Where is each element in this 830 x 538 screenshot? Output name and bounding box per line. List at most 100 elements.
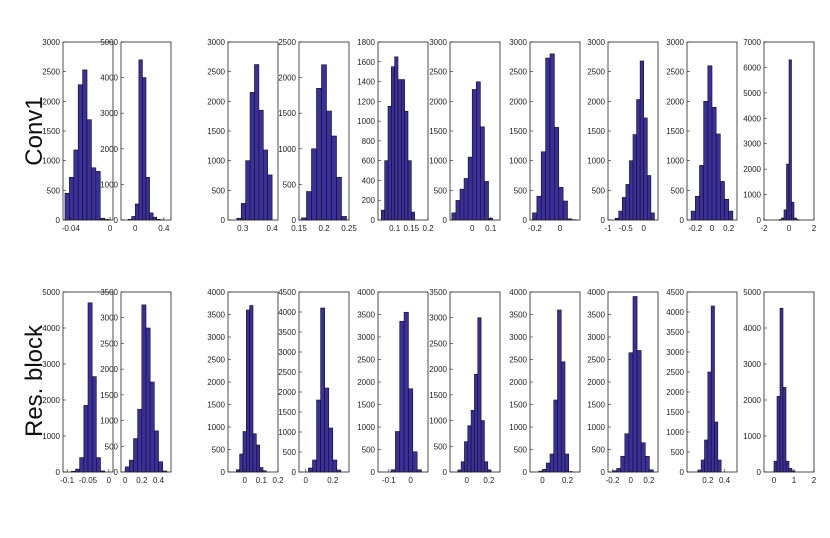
x-tick-label: -2 [760, 224, 768, 233]
y-tick-label: 1400 [357, 78, 375, 87]
bar [468, 426, 471, 472]
y-tick-label: 500 [105, 442, 119, 451]
x-tick-label: -0.05 [79, 476, 98, 485]
bar [256, 445, 259, 472]
bar [456, 200, 460, 220]
bar [651, 213, 655, 220]
x-tick-label: 0 [710, 224, 715, 233]
y-tick-label: 0 [114, 216, 119, 225]
x-tick-label: -1 [604, 224, 612, 233]
x-tick-label: 0 [408, 476, 413, 485]
y-tick-label: 1500 [207, 127, 225, 136]
bar [96, 458, 100, 472]
bar [142, 305, 146, 472]
y-tick-label: 2500 [100, 339, 118, 348]
bar [619, 211, 623, 220]
bar [704, 101, 708, 220]
y-tick-label: 2500 [429, 68, 447, 77]
bar [385, 161, 388, 220]
y-tick-label: 3000 [207, 333, 225, 342]
bar [317, 400, 321, 472]
x-tick-label: -0.5 [619, 224, 633, 233]
y-tick-label: 3500 [100, 288, 118, 297]
bar [716, 134, 720, 220]
x-tick-label: -0.04 [62, 224, 81, 233]
y-tick-label: 1000 [587, 423, 605, 432]
x-tick-label: 0.2 [136, 476, 148, 485]
y-tick-label: 1500 [666, 408, 684, 417]
bar [327, 111, 332, 220]
bar [484, 462, 487, 472]
y-tick-label: 0 [523, 468, 528, 477]
bar [464, 178, 468, 220]
bar [312, 149, 317, 220]
x-tick-label: 0.2 [562, 476, 574, 485]
bar [96, 171, 100, 220]
bar [135, 204, 139, 220]
y-tick-label: 500 [47, 186, 61, 195]
y-tick-label: 1500 [100, 391, 118, 400]
y-tick-label: 800 [362, 137, 376, 146]
y-tick-label: 3000 [429, 314, 447, 323]
y-tick-label: 3000 [207, 38, 225, 47]
x-tick-label: 0.4 [153, 476, 165, 485]
y-tick-label: 3000 [666, 38, 684, 47]
y-tick-label: 500 [592, 186, 606, 195]
y-tick-label: 1200 [357, 97, 375, 106]
bar [625, 434, 629, 472]
bar [321, 308, 325, 472]
bar [774, 461, 777, 472]
y-tick-label: 5000 [42, 288, 60, 297]
y-tick-label: 1000 [42, 432, 60, 441]
y-tick-label: 0 [443, 216, 448, 225]
bar [464, 442, 467, 472]
y-tick-label: 1000 [100, 180, 118, 189]
y-tick-label: 500 [362, 446, 376, 455]
y-tick-label: 1000 [278, 428, 296, 437]
x-tick-label: 0 [470, 224, 475, 233]
bar [381, 210, 384, 220]
y-tick-label: 1000 [357, 423, 375, 432]
bar [88, 303, 92, 472]
bar [729, 211, 733, 220]
bar [691, 211, 695, 220]
y-tick-label: 500 [434, 186, 448, 195]
y-tick-label: 3000 [587, 333, 605, 342]
bar [241, 203, 245, 220]
y-tick-label: 3500 [587, 311, 605, 320]
bar [408, 389, 412, 472]
y-tick-label: 2000 [278, 74, 296, 83]
x-tick-label: 0.25 [341, 224, 357, 233]
bar [159, 462, 163, 472]
x-tick-label: 0 [242, 476, 247, 485]
y-tick-label: 500 [514, 186, 528, 195]
y-tick-label: 4000 [509, 288, 527, 297]
y-tick-label: 1500 [429, 391, 447, 400]
bar [786, 461, 789, 472]
bar [725, 199, 729, 220]
bar [474, 374, 477, 472]
y-tick-label: 600 [362, 157, 376, 166]
bar [142, 78, 146, 220]
y-tick-label: 3500 [278, 328, 296, 337]
bar [640, 61, 644, 220]
y-tick-label: 1500 [207, 401, 225, 410]
y-tick-label: 0 [680, 216, 685, 225]
bar [637, 100, 641, 220]
y-tick-label: 2000 [429, 97, 447, 106]
x-tick-label: 0.1 [485, 224, 497, 233]
y-tick-label: 4000 [278, 308, 296, 317]
y-tick-label: 5000 [100, 38, 118, 47]
bar [408, 161, 411, 220]
y-tick-label: 500 [283, 180, 297, 189]
bar [65, 193, 69, 220]
bar [405, 111, 408, 220]
bar [621, 456, 625, 472]
y-tick-label: 3000 [42, 360, 60, 369]
bar [792, 202, 795, 220]
y-tick-label: 1000 [743, 191, 761, 200]
bar [129, 460, 133, 472]
x-tick-label: 0.1 [256, 476, 268, 485]
y-tick-label: 2000 [42, 97, 60, 106]
y-tick-label: 0 [292, 468, 297, 477]
